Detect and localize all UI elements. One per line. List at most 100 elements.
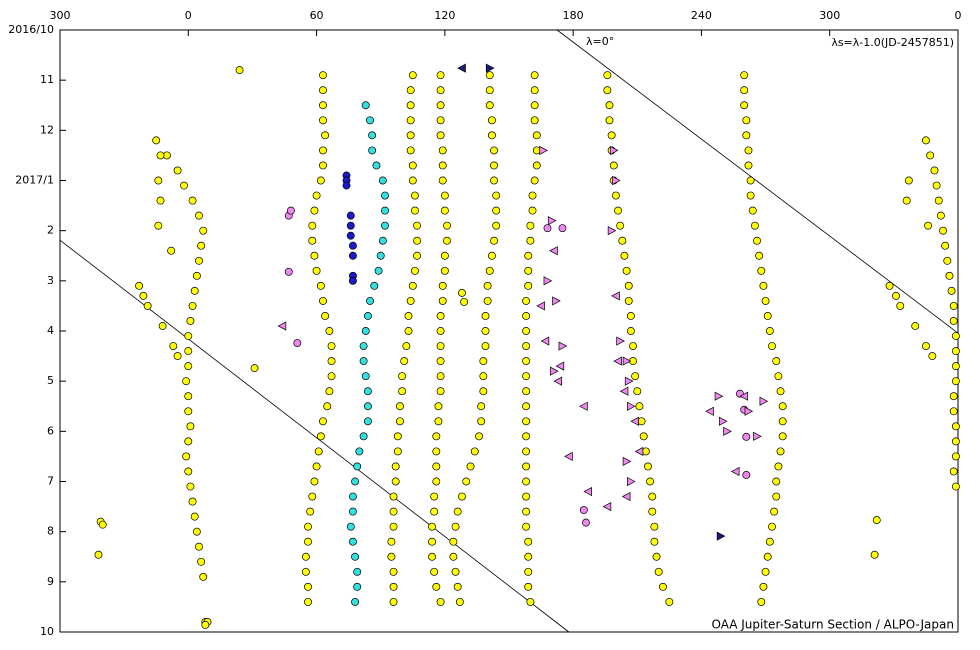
point — [428, 552, 436, 561]
point — [648, 507, 657, 516]
point — [652, 552, 661, 561]
point — [319, 296, 327, 305]
point — [949, 317, 958, 325]
point — [195, 211, 203, 220]
point — [621, 491, 631, 502]
point — [184, 437, 193, 446]
point — [158, 322, 167, 330]
point — [188, 196, 197, 205]
point — [490, 161, 498, 170]
point — [524, 266, 533, 275]
point — [609, 161, 618, 170]
point — [466, 462, 475, 471]
point — [558, 341, 568, 351]
point — [440, 266, 449, 275]
point — [436, 86, 445, 95]
point — [949, 301, 958, 310]
point — [532, 161, 541, 170]
point — [316, 281, 325, 290]
point — [616, 336, 625, 346]
point — [607, 226, 617, 236]
point — [319, 86, 327, 95]
point — [892, 291, 900, 300]
point — [522, 447, 531, 456]
point — [190, 512, 199, 521]
point — [481, 342, 490, 350]
point — [308, 221, 317, 230]
point — [609, 145, 619, 155]
point — [951, 362, 960, 371]
point — [443, 236, 451, 245]
point — [477, 402, 486, 411]
point — [759, 396, 769, 406]
point — [406, 296, 415, 305]
point — [522, 342, 531, 350]
point — [705, 406, 714, 416]
point — [453, 582, 462, 591]
point — [776, 387, 785, 396]
point — [524, 552, 533, 561]
point — [530, 86, 539, 95]
point — [319, 71, 327, 80]
point — [370, 281, 379, 290]
point — [319, 146, 327, 155]
point — [361, 101, 370, 110]
point — [393, 432, 402, 441]
point — [436, 312, 445, 320]
point — [870, 550, 879, 559]
point — [620, 251, 629, 260]
point — [753, 431, 762, 441]
point — [744, 146, 753, 155]
point — [348, 251, 357, 260]
point — [304, 597, 312, 606]
point — [316, 176, 325, 185]
point — [406, 101, 415, 110]
point — [665, 597, 674, 606]
point — [522, 417, 531, 426]
point — [612, 175, 621, 186]
point — [381, 191, 389, 200]
point — [524, 281, 533, 290]
point — [346, 231, 355, 240]
point — [639, 432, 648, 441]
point — [740, 71, 749, 80]
point — [522, 372, 531, 381]
system-formula: λs=λ-1.0(JD-2457851) — [831, 36, 954, 49]
point — [366, 296, 374, 305]
point — [306, 507, 315, 516]
point — [744, 406, 754, 416]
point — [453, 507, 462, 516]
point — [139, 291, 148, 300]
point — [522, 522, 531, 531]
point — [627, 401, 636, 411]
point — [483, 296, 492, 305]
point — [353, 462, 362, 471]
point — [761, 567, 770, 576]
point — [618, 236, 627, 245]
point — [190, 286, 199, 295]
point — [286, 206, 295, 215]
point — [492, 206, 501, 215]
point — [524, 251, 533, 260]
point — [774, 372, 783, 381]
point — [939, 226, 947, 235]
point — [443, 221, 451, 230]
point — [387, 552, 396, 561]
point — [885, 281, 894, 290]
point — [761, 296, 770, 305]
point — [479, 387, 488, 396]
point — [156, 196, 165, 205]
point — [742, 471, 751, 479]
y-tick-label: 2017/1 — [15, 174, 54, 187]
point — [312, 191, 321, 200]
point — [470, 447, 479, 456]
point — [396, 417, 404, 426]
point — [768, 342, 776, 350]
point — [911, 322, 920, 330]
point — [624, 281, 633, 290]
point — [188, 301, 197, 310]
point — [310, 477, 319, 486]
point — [904, 176, 913, 185]
point — [611, 291, 620, 301]
